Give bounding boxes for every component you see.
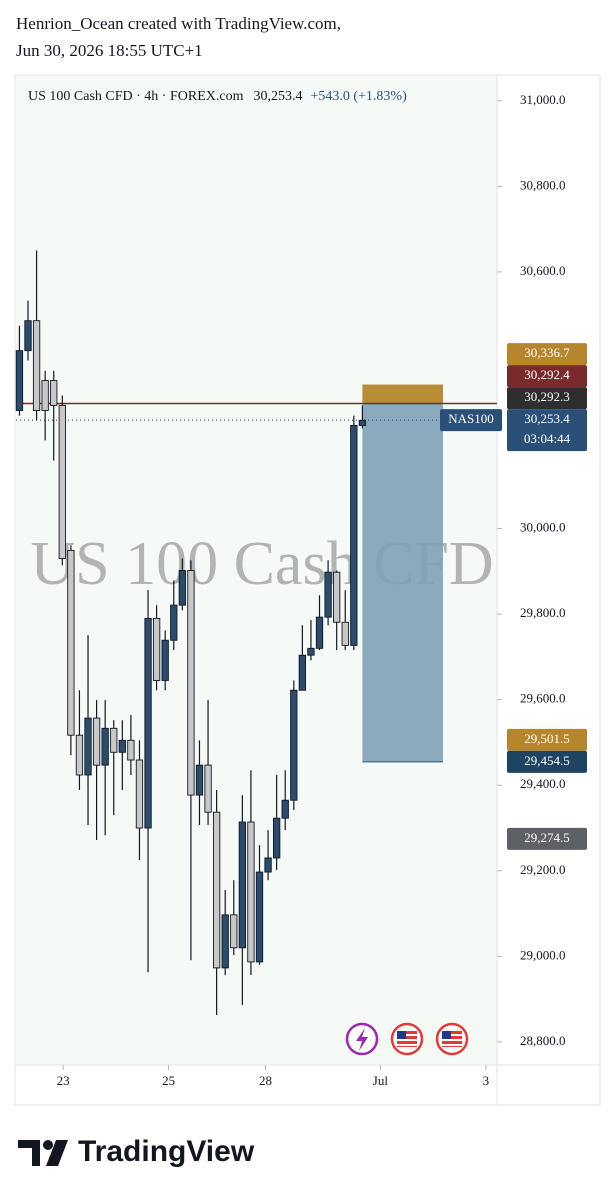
price-label: 29,274.5 xyxy=(524,830,570,845)
candle-body xyxy=(358,419,367,426)
candle-body xyxy=(152,617,161,681)
candle-body xyxy=(350,425,358,646)
position-stop-zone xyxy=(362,384,443,404)
price-label-box xyxy=(507,728,587,751)
price-label: 29,501.5 xyxy=(524,731,570,746)
candle-body xyxy=(144,617,152,829)
y-tick-label: 30,000.0 xyxy=(520,520,566,535)
legend-price: 30,253.4 xyxy=(253,89,302,104)
price-label: 30,292.4 xyxy=(524,367,570,382)
candle-body xyxy=(264,857,272,873)
candle-body xyxy=(101,727,109,766)
x-tick-label: 25 xyxy=(162,1073,175,1088)
candle-body xyxy=(324,571,332,618)
legend-title: US 100 Cash CFD · 4h · FOREX.com xyxy=(28,89,244,104)
price-label-box xyxy=(507,365,587,388)
candle-body xyxy=(341,621,349,646)
candle-body xyxy=(298,654,307,691)
plot-layer xyxy=(15,250,497,1015)
candle-body xyxy=(50,380,58,406)
y-tick-label: 29,600.0 xyxy=(520,691,566,706)
candle-body xyxy=(15,350,24,411)
candle-body xyxy=(333,571,341,623)
price-label: 29,454.5 xyxy=(524,753,570,768)
brand-logo xyxy=(18,1140,68,1166)
price-label: 30,292.3 xyxy=(524,389,570,404)
candle-body xyxy=(212,811,221,969)
candle-body xyxy=(178,570,186,606)
symbol-tag xyxy=(440,409,502,432)
candle-body xyxy=(281,799,289,819)
candle-body xyxy=(238,821,247,949)
y-tick-label: 30,600.0 xyxy=(520,263,566,278)
legend-change: +543.0 (+1.83%) xyxy=(310,89,407,104)
x-tick-label: 3 xyxy=(483,1073,490,1088)
candle-body xyxy=(307,647,315,656)
y-tick-label: 30,800.0 xyxy=(520,177,566,192)
price-label-box xyxy=(507,827,587,850)
y-tick-label: 29,400.0 xyxy=(520,776,566,791)
candle-body xyxy=(187,570,195,796)
y-tick-label: 31,000.0 xyxy=(520,92,566,107)
candle-body xyxy=(118,739,126,753)
y-tick-label: 29,200.0 xyxy=(520,862,566,877)
x-tick-label: Jul xyxy=(373,1073,389,1088)
countdown: 03:04:44 xyxy=(524,431,571,446)
candle-body xyxy=(32,320,41,411)
price-label-box xyxy=(507,409,587,452)
candle-body xyxy=(110,727,118,753)
header-line: Henrion_Ocean created with TradingView.c… xyxy=(16,14,341,33)
candle-body xyxy=(272,817,281,859)
y-tick-label: 28,800.0 xyxy=(520,1033,566,1048)
candle-body xyxy=(170,604,178,641)
y-tick-label: 29,000.0 xyxy=(520,947,566,962)
candle-body xyxy=(221,914,229,969)
candle-body xyxy=(41,380,49,411)
candle-body xyxy=(290,689,298,801)
price-label: 30,336.7 xyxy=(524,345,570,360)
price-label-box xyxy=(507,343,587,366)
x-tick-label: 28 xyxy=(259,1073,272,1088)
event-icons xyxy=(345,1022,469,1056)
candle-body xyxy=(230,914,238,949)
candle-body xyxy=(161,639,169,681)
candle-body xyxy=(92,717,101,766)
price-label-box xyxy=(507,387,587,410)
symbol-label: NAS100 xyxy=(448,411,494,426)
header-line: Jun 30, 2026 18:55 UTC+1 xyxy=(16,41,203,60)
price-label-box xyxy=(507,750,587,773)
legend: US 100 Cash CFD · 4h · FOREX.com 30,253.4… xyxy=(28,89,407,104)
candle-body xyxy=(135,759,144,829)
candle-body xyxy=(67,549,75,736)
candle-body xyxy=(24,320,32,352)
brand-name: TradingView xyxy=(78,1135,255,1168)
candle-body xyxy=(127,739,135,761)
candle-body xyxy=(315,616,324,649)
candle-body xyxy=(58,404,66,559)
candle-body xyxy=(84,717,92,776)
candle-body xyxy=(247,821,255,963)
x-tick-label: 23 xyxy=(57,1073,70,1088)
candle-body xyxy=(195,764,204,796)
y-tick-label: 29,800.0 xyxy=(520,605,566,620)
candle-body xyxy=(75,734,84,776)
candle-body xyxy=(255,871,264,963)
position-target-zone xyxy=(362,403,443,762)
price-label: 30,253.4 xyxy=(524,411,570,426)
candle-body xyxy=(204,764,212,813)
